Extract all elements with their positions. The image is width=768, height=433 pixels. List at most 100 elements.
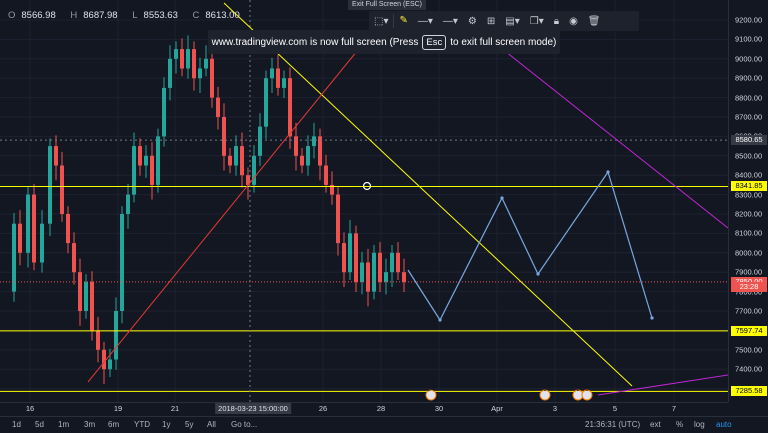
range-button-ytd[interactable]: YTD (134, 420, 150, 429)
candle-body (198, 68, 202, 79)
candle-body (32, 194, 36, 263)
clone-icon[interactable]: ❐▾ (529, 15, 544, 27)
bottom-bar: 1d 5d 1m 3m 6m YTD 1y 5y All Go to... 21:36:31 (… (0, 416, 768, 433)
candle-body (120, 214, 124, 311)
candle-body (282, 78, 286, 88)
time-tick: 5 (612, 404, 618, 413)
toolbar-divider (393, 14, 395, 28)
candle-body (318, 136, 322, 166)
goto-button[interactable]: Go to... (231, 420, 258, 429)
lock-icon[interactable]: 🔒︎ (553, 15, 560, 27)
candle-body (342, 243, 346, 273)
price-tick: 7700.00 (735, 306, 763, 316)
price-label: 7285.58 (731, 386, 767, 397)
price-tick: 8400.00 (735, 170, 763, 180)
candle-body (204, 58, 208, 69)
gear-icon[interactable]: ⚙ (467, 15, 477, 27)
price-tick: 8700.00 (735, 112, 763, 122)
range-button-3m[interactable]: 3m (84, 420, 96, 429)
price-label: 23:28 (731, 281, 767, 292)
price-chart[interactable]: 34 5 2 5 (0, 0, 728, 402)
candle-body (60, 165, 64, 214)
candle-body (26, 194, 30, 253)
candle-body (246, 175, 250, 185)
candle-body (66, 214, 70, 244)
descending-trendline (223, 2, 633, 387)
time-tick: 21 (170, 404, 180, 413)
candle-body (114, 311, 118, 360)
price-tick: 8200.00 (735, 209, 763, 219)
event-badge-count: 5 (543, 387, 547, 393)
range-button-5y[interactable]: 5y (185, 420, 194, 429)
auto-toggle[interactable]: auto (716, 420, 732, 429)
price-tick: 9100.00 (735, 34, 763, 44)
time-tick: 30 (434, 404, 444, 413)
line-width-icon[interactable]: —▾ (442, 15, 458, 27)
range-button-5d[interactable]: 5d (35, 420, 44, 429)
candle-body (402, 272, 406, 282)
notice-text-before: www.tradingview.com is now full screen (… (211, 36, 419, 48)
candle-body (294, 136, 298, 156)
candle-body (276, 68, 280, 88)
projection-path (407, 170, 653, 322)
fullscreen-notice: www.tradingview.com is now full screen (… (208, 30, 560, 54)
range-button-all[interactable]: All (207, 420, 216, 429)
candle-body (390, 252, 394, 273)
candle-body (222, 117, 226, 156)
close-label: C (192, 10, 200, 21)
candle-body (108, 359, 112, 370)
trash-icon[interactable]: 🗑︎ (587, 15, 601, 27)
candle-body (12, 223, 16, 292)
range-button-1d[interactable]: 1d (12, 420, 21, 429)
projection-arrowhead (438, 318, 442, 322)
candle-body (324, 165, 328, 185)
exit-fullscreen-tooltip: Exit Full Screen (ESC) (348, 0, 427, 10)
utc-clock[interactable]: 21:36:31 (UTC) (585, 420, 641, 429)
price-axis[interactable]: 9200.00 9100.00 9000.00 8900.00 8800.00 8700.… (728, 0, 768, 402)
candle-body (330, 184, 334, 195)
properties-icon[interactable]: ⊞ (486, 15, 496, 27)
candle-body (306, 146, 310, 166)
time-axis[interactable]: 16 19 21 26 28 30 Apr 3 5 7 2018-03-23 15:00:00 (0, 402, 728, 417)
percent-toggle[interactable]: % (676, 420, 684, 429)
range-button-1y[interactable]: 1y (162, 420, 171, 429)
log-toggle[interactable]: log (694, 420, 705, 429)
price-tick: 9000.00 (735, 54, 763, 64)
layers-icon[interactable]: ▤▾ (505, 15, 520, 27)
line-style-icon[interactable]: —▾ (417, 15, 433, 27)
time-tick: 16 (25, 404, 35, 413)
candle-body (384, 272, 388, 282)
candle-body (264, 78, 268, 127)
event-badge (539, 389, 551, 401)
candle-body (90, 281, 94, 331)
event-badge (425, 389, 437, 401)
candle-body (126, 194, 130, 214)
low-label: L (132, 10, 138, 21)
candle-body (210, 58, 214, 98)
eye-icon[interactable]: ◉ (569, 15, 578, 27)
candle-body (216, 97, 220, 117)
candle-body (102, 349, 106, 370)
pencil-icon[interactable]: ✎ (394, 10, 413, 32)
candle-body (150, 155, 154, 185)
event-badge-count: 34 (428, 387, 435, 393)
candle-body (240, 146, 244, 176)
ohlc-readout: O 8566.98 H 8687.98 L 8553.63 C 8613.00 (8, 10, 252, 21)
candle-body (252, 155, 256, 185)
candle-body (312, 136, 316, 147)
range-button-1m[interactable]: 1m (58, 420, 70, 429)
crosshair-time-label: 2018-03-23 15:00:00 (215, 403, 291, 414)
price-tick: 8900.00 (735, 73, 763, 83)
candle-body (180, 49, 184, 69)
projection-arrowhead (606, 170, 610, 174)
high-value: 8687.98 (83, 10, 118, 21)
select-tool-icon[interactable]: ⬚▾ (374, 15, 389, 27)
candle-body (348, 233, 352, 273)
candle-body (84, 281, 88, 311)
esc-key: Esc (422, 34, 447, 50)
candle-body (372, 252, 376, 292)
ext-toggle[interactable]: ext (650, 420, 661, 429)
candle-body (270, 68, 274, 79)
chart-area[interactable]: 34 5 2 5 O 8566.98 H 8687.98 L 8553.63 C 8613.0… (0, 0, 728, 402)
range-button-6m[interactable]: 6m (108, 420, 120, 429)
